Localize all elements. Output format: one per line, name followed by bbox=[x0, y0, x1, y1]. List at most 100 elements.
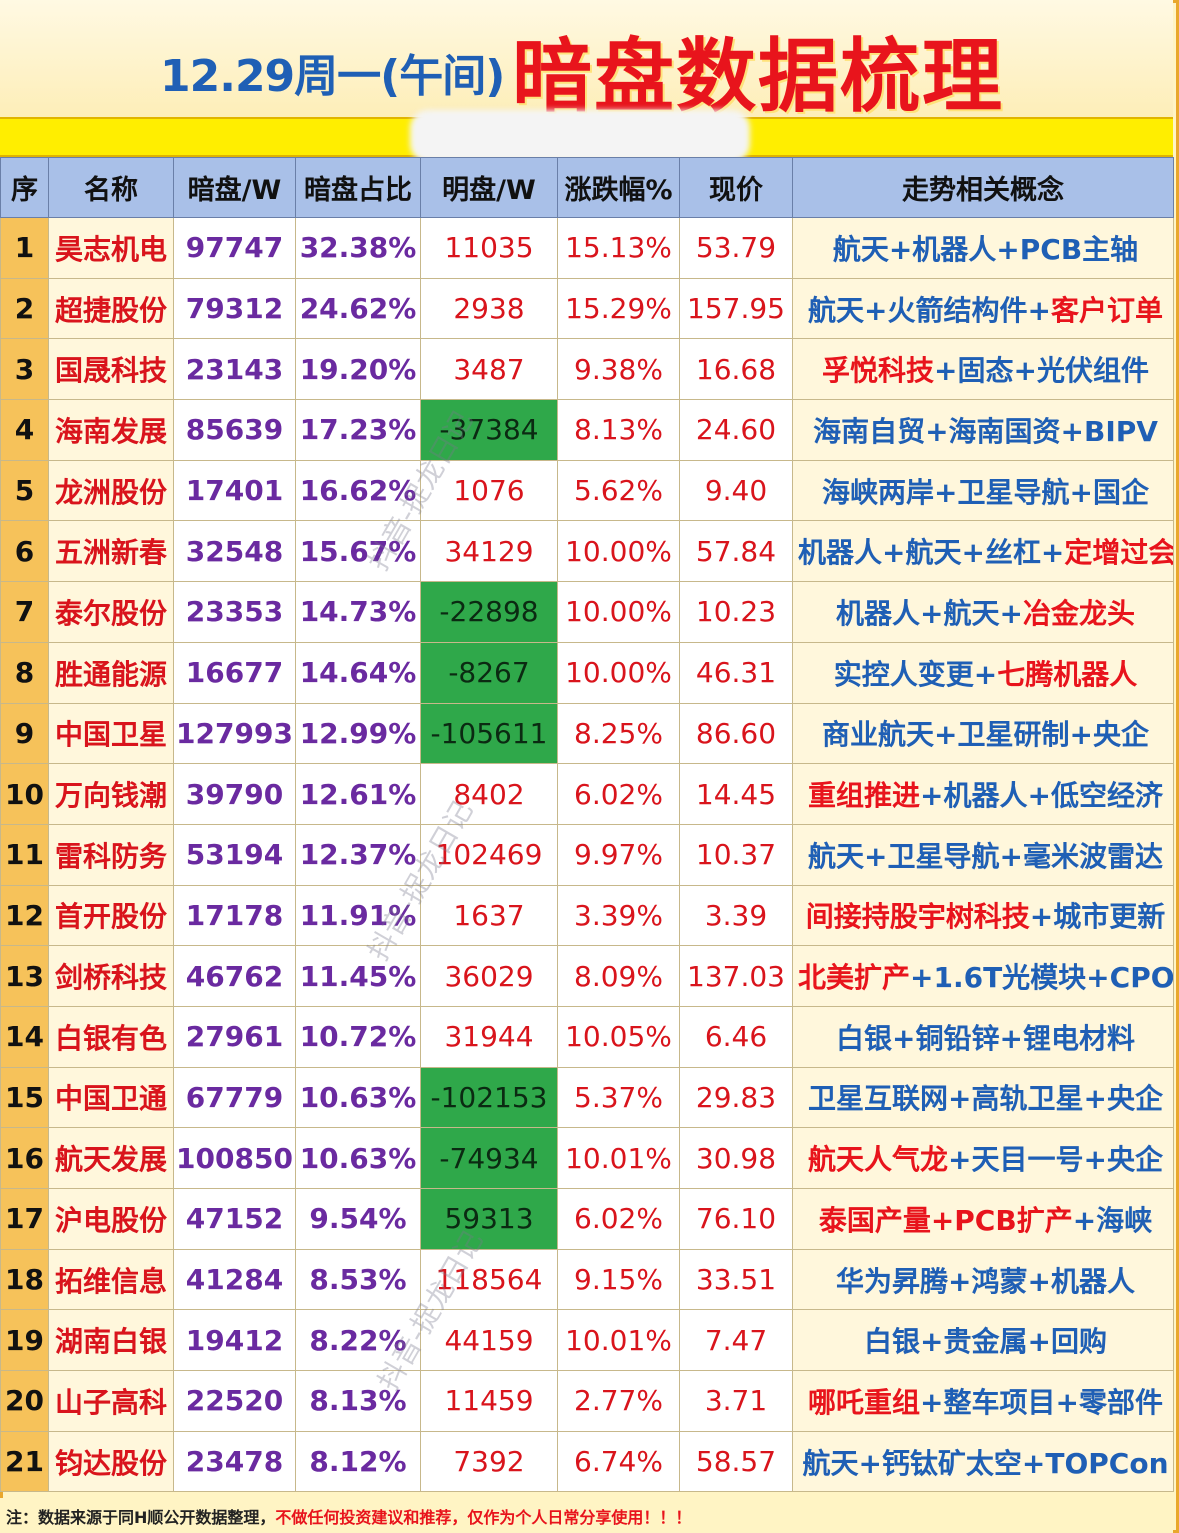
data-table: 序名称 暗盘/W 暗盘占比 明盘/W 涨跌幅% 现价 走势相关概念 1 昊志机电 97747 32… bbox=[0, 157, 1174, 1493]
table-row: 16 航天发展 100850 10.63% -74934 10.01% 30.98 航天人气龙… bbox=[0, 1127, 1174, 1189]
concept-cell: 商业航天+卫星研制+央企 bbox=[792, 702, 1174, 765]
current-price: 29.83 bbox=[679, 1066, 793, 1129]
dark-pool-ratio: 12.61% bbox=[295, 763, 421, 825]
stock-name: 雷科防务 bbox=[48, 823, 174, 886]
page-header: 12.29周一(午间) 暗盘数据梳理 bbox=[0, 0, 1173, 123]
concept-segment: 航天+机器人+PCB主轴 bbox=[832, 232, 1139, 266]
dark-pool-ratio: 24.62% bbox=[295, 277, 421, 340]
table-row: 14 白银有色 27961 10.72% 31944 10.05% 6.46 白银+铜铅锌+锂… bbox=[0, 1005, 1174, 1068]
row-seq: 8 bbox=[0, 641, 49, 704]
current-price: 10.23 bbox=[679, 581, 793, 643]
table-row: 18 拓维信息 41284 8.53% 118564 9.15% 33.51 华为昇腾+鸿蒙+… bbox=[0, 1248, 1174, 1311]
concept-segment: 哪吒重组 bbox=[808, 1385, 921, 1419]
stock-name: 钧达股份 bbox=[48, 1430, 174, 1493]
dark-pool-ratio: 11.91% bbox=[295, 884, 421, 947]
concept-segment: 实控人变更+ bbox=[833, 657, 998, 691]
table-row: 15 中国卫通 67779 10.63% -102153 5.37% 29.83 卫星互联网+… bbox=[0, 1066, 1174, 1129]
footer-disclaimer: 不做任何投资建议和推荐，仅作为个人日常分享使用！！！ bbox=[275, 1508, 692, 1527]
dark-pool-ratio: 12.99% bbox=[295, 702, 421, 765]
table-row: 3 国晟科技 23143 19.20% 3487 9.38% 16.68 孚悦科技+固态+光伏… bbox=[0, 338, 1174, 401]
row-seq: 1 bbox=[0, 217, 49, 279]
table-row: 5 龙洲股份 17401 16.62% 1076 5.62% 9.40 海峡两岸+卫星导航+国… bbox=[0, 459, 1174, 522]
concept-cell: 白银+贵金属+回购 bbox=[792, 1309, 1174, 1372]
concept-segment: 白银+贵金属+回购 bbox=[864, 1325, 1107, 1359]
lit-pool-value: 11035 bbox=[420, 217, 558, 279]
dark-pool-value: 17401 bbox=[173, 459, 296, 522]
stock-name: 海南发展 bbox=[48, 399, 174, 461]
stock-name: 首开股份 bbox=[48, 884, 174, 947]
current-price: 57.84 bbox=[679, 520, 793, 583]
dark-pool-ratio: 10.63% bbox=[295, 1127, 421, 1189]
concept-segment: +城市更新 bbox=[1029, 900, 1166, 934]
page-title: 暗盘数据梳理 bbox=[512, 30, 1004, 123]
concept-cell: 机器人+航天+冶金龙头 bbox=[792, 581, 1174, 643]
dark-pool-value: 67779 bbox=[173, 1066, 296, 1129]
concept-segment: 海峡两岸+卫星导航+国企 bbox=[822, 475, 1149, 509]
table-row: 9 中国卫星 127993 12.99% -105611 8.25% 86.60 商业航天+卫… bbox=[0, 702, 1174, 765]
dark-pool-ratio: 32.38% bbox=[295, 217, 421, 279]
lit-pool-value: -22898 bbox=[420, 581, 558, 643]
change-percent: 9.38% bbox=[557, 338, 680, 401]
change-percent: 10.00% bbox=[557, 641, 680, 704]
change-percent: 5.37% bbox=[557, 1066, 680, 1129]
table-row: 2 超捷股份 79312 24.62% 2938 15.29% 157.95 航天+火箭结构件… bbox=[0, 277, 1174, 340]
dark-pool-ratio: 8.12% bbox=[295, 1430, 421, 1493]
column-header: 暗盘/W bbox=[173, 157, 296, 218]
current-price: 157.95 bbox=[679, 277, 793, 340]
row-seq: 17 bbox=[0, 1188, 49, 1250]
lit-pool-value: 44159 bbox=[420, 1309, 558, 1372]
dark-pool-ratio: 12.37% bbox=[295, 823, 421, 886]
dark-pool-value: 79312 bbox=[173, 277, 296, 340]
concept-segment: +机器人+低空经济 bbox=[920, 779, 1163, 813]
lit-pool-value: -37384 bbox=[420, 399, 558, 461]
row-seq: 15 bbox=[0, 1066, 49, 1129]
concept-segment: 七腾机器人 bbox=[997, 657, 1138, 691]
dark-pool-ratio: 15.67% bbox=[295, 520, 421, 583]
stock-name: 山子高科 bbox=[48, 1370, 174, 1432]
current-price: 14.45 bbox=[679, 763, 793, 825]
row-seq: 20 bbox=[0, 1370, 49, 1432]
current-price: 30.98 bbox=[679, 1127, 793, 1189]
dark-pool-ratio: 10.63% bbox=[295, 1066, 421, 1129]
concept-segment: 间接持股宇树科技 bbox=[805, 900, 1030, 934]
table-row: 10 万向钱潮 39790 12.61% 8402 6.02% 14.45 重组推进+机器人+… bbox=[0, 763, 1174, 825]
stock-name: 昊志机电 bbox=[48, 217, 174, 279]
stock-name: 泰尔股份 bbox=[48, 581, 174, 643]
stock-name: 胜通能源 bbox=[48, 641, 174, 704]
stock-name: 剑桥科技 bbox=[48, 945, 174, 1007]
lit-pool-value: -8267 bbox=[420, 641, 558, 704]
date-label: 12.29周一(午间) bbox=[160, 51, 505, 102]
concept-segment: 孚悦科技 bbox=[822, 354, 935, 388]
table-row: 13 剑桥科技 46762 11.45% 36029 8.09% 137.03 北美扩产+1.… bbox=[0, 945, 1174, 1007]
change-percent: 10.01% bbox=[557, 1127, 680, 1189]
concept-segment: 北美扩产 bbox=[798, 961, 911, 995]
stock-name: 沪电股份 bbox=[48, 1188, 174, 1250]
concept-segment: 航天+钙钛矿太空+TOPCon bbox=[802, 1446, 1169, 1480]
current-price: 76.10 bbox=[679, 1188, 793, 1250]
concept-segment: +天目一号+央企 bbox=[948, 1143, 1163, 1177]
concept-cell: 航天+卫星导航+毫米波雷达 bbox=[792, 823, 1174, 886]
concept-segment: 客户订单 bbox=[1050, 293, 1163, 327]
dark-pool-value: 23478 bbox=[173, 1430, 296, 1493]
stock-name: 湖南白银 bbox=[48, 1309, 174, 1372]
dark-pool-value: 85639 bbox=[173, 399, 296, 461]
row-seq: 6 bbox=[0, 520, 49, 583]
current-price: 58.57 bbox=[679, 1430, 793, 1493]
concept-cell: 泰国产量+PCB扩产+海峡 bbox=[792, 1188, 1174, 1250]
table-row: 8 胜通能源 16677 14.64% -8267 10.00% 46.31 实控人变更+七腾… bbox=[0, 641, 1174, 704]
dark-pool-ratio: 14.64% bbox=[295, 641, 421, 704]
table-row: 12 首开股份 17178 11.91% 1637 3.39% 3.39 间接持股宇树科技+城… bbox=[0, 884, 1174, 947]
current-price: 9.40 bbox=[679, 459, 793, 522]
change-percent: 15.13% bbox=[557, 217, 680, 279]
table-row: 17 沪电股份 47152 9.54% 59313 6.02% 76.10 泰国产量+PCB扩… bbox=[0, 1188, 1174, 1250]
lit-pool-value: 31944 bbox=[420, 1005, 558, 1068]
dark-pool-value: 41284 bbox=[173, 1248, 296, 1311]
current-price: 16.68 bbox=[679, 338, 793, 401]
dark-pool-value: 17178 bbox=[173, 884, 296, 947]
dark-pool-value: 53194 bbox=[173, 823, 296, 886]
change-percent: 8.13% bbox=[557, 399, 680, 461]
stock-name: 中国卫星 bbox=[48, 702, 174, 765]
concept-segment: 卫星互联网+高轨卫星+央企 bbox=[808, 1082, 1163, 1116]
concept-cell: 机器人+航天+丝杠+定增过会 bbox=[792, 520, 1174, 583]
lit-pool-value: 8402 bbox=[420, 763, 558, 825]
